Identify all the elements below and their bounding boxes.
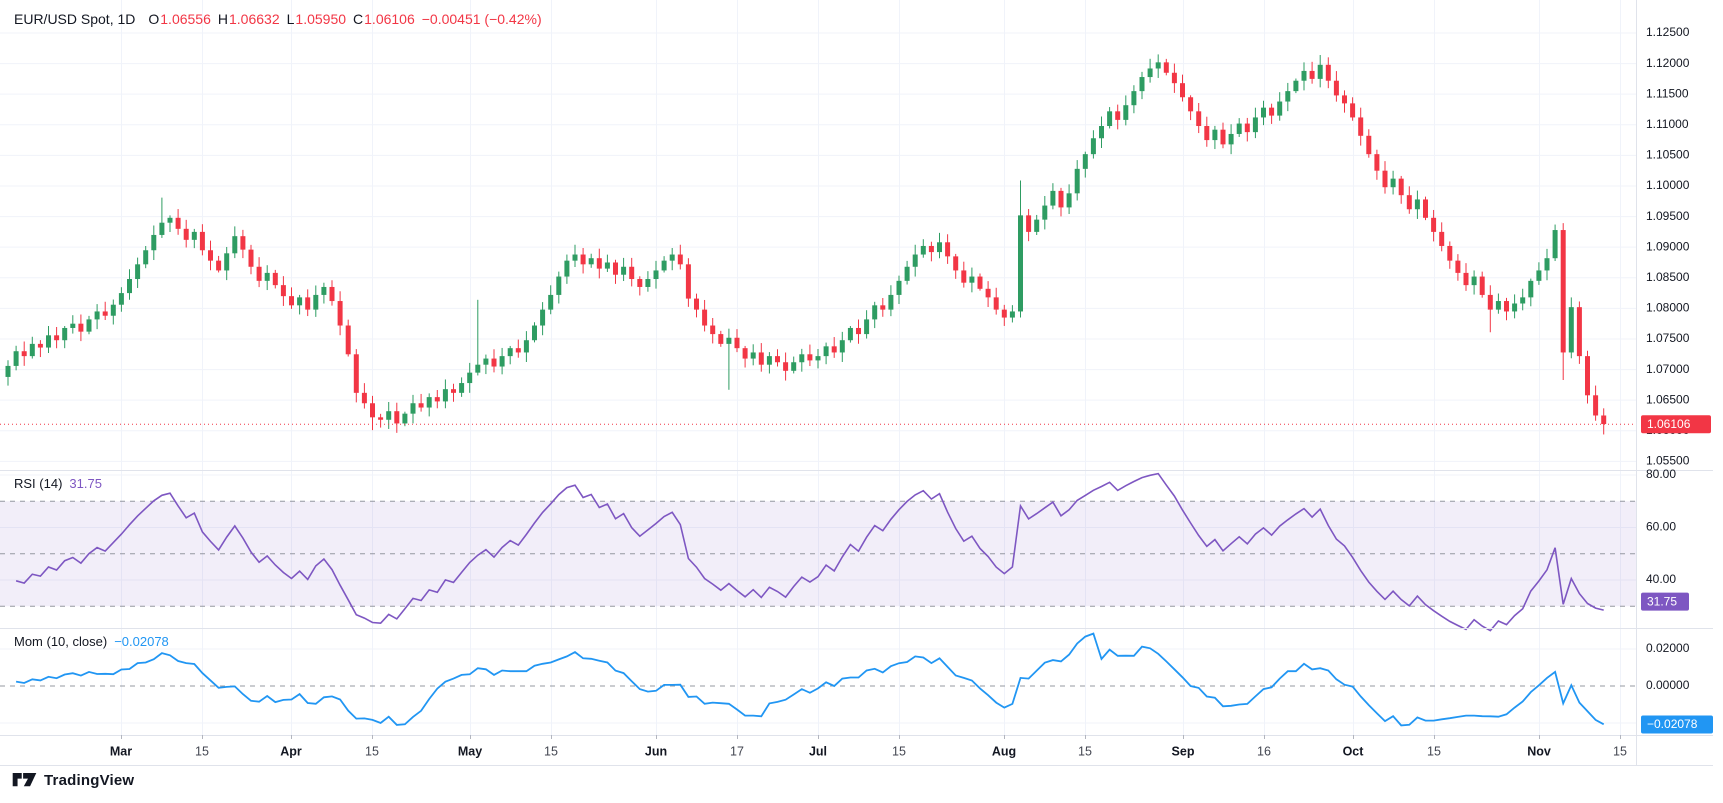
svg-text:Mar: Mar xyxy=(110,744,132,758)
tradingview-brand-text: TradingView xyxy=(44,771,135,789)
rsi-title[interactable]: RSI (14) xyxy=(14,476,63,491)
svg-text:1.11500: 1.11500 xyxy=(1646,86,1689,100)
svg-text:Jun: Jun xyxy=(645,744,667,758)
svg-text:17: 17 xyxy=(730,744,744,758)
svg-text:Oct: Oct xyxy=(1343,744,1365,758)
svg-text:15: 15 xyxy=(1613,744,1627,758)
svg-text:1.12500: 1.12500 xyxy=(1646,25,1690,39)
svg-text:15: 15 xyxy=(365,744,379,758)
rsi-band xyxy=(0,500,1636,607)
momentum-title[interactable]: Mom (10, close) xyxy=(14,634,108,649)
grid-lines xyxy=(0,0,1636,735)
tradingview-attribution[interactable]: TradingView xyxy=(12,770,134,790)
momentum-line[interactable] xyxy=(15,632,1605,727)
svg-text:15: 15 xyxy=(1427,744,1441,758)
svg-text:15: 15 xyxy=(1078,744,1092,758)
svg-text:May: May xyxy=(458,744,482,758)
price-axis-badge: 1.06106 xyxy=(1641,415,1711,434)
rsi-pane-header: RSI (14) 31.75 xyxy=(14,476,102,491)
svg-text:1.06500: 1.06500 xyxy=(1646,392,1690,406)
svg-text:15: 15 xyxy=(892,744,906,758)
rsi-line[interactable] xyxy=(15,472,1604,632)
svg-text:Nov: Nov xyxy=(1527,744,1551,758)
change-value: −0.00451 (−0.42%) xyxy=(421,11,542,27)
svg-text:1.08000: 1.08000 xyxy=(1646,301,1690,315)
svg-text:1.08500: 1.08500 xyxy=(1646,270,1690,284)
svg-text:16: 16 xyxy=(1257,744,1271,758)
ohlc-low: L 1.05950 xyxy=(286,11,347,27)
price-axis-labels[interactable]: 1.12500 1.12000 1.11500 1.11000 1.10500 1.100… xyxy=(1646,25,1690,692)
svg-text:31.75: 31.75 xyxy=(1647,594,1677,608)
momentum-pane-header: Mom (10, close) −0.02078 xyxy=(14,634,169,649)
svg-text:Apr: Apr xyxy=(280,744,302,758)
svg-text:−0.02078: −0.02078 xyxy=(1647,717,1698,731)
svg-text:1.10500: 1.10500 xyxy=(1646,148,1690,162)
chart-canvas[interactable]: 1.12500 1.12000 1.11500 1.11000 1.10500 1.100… xyxy=(0,0,1723,766)
momentum-value: −0.02078 xyxy=(114,634,169,649)
pane-separators xyxy=(0,0,1713,766)
ohlc-open: O 1.06556 xyxy=(148,11,211,27)
candlestick-series[interactable] xyxy=(5,54,1607,435)
svg-text:60.00: 60.00 xyxy=(1646,520,1676,534)
svg-text:0.02000: 0.02000 xyxy=(1646,641,1690,655)
svg-text:1.09000: 1.09000 xyxy=(1646,239,1690,253)
svg-text:15: 15 xyxy=(544,744,558,758)
ohlc-close: C 1.06106 xyxy=(353,11,415,27)
svg-text:1.07000: 1.07000 xyxy=(1646,362,1690,376)
svg-text:Jul: Jul xyxy=(809,744,827,758)
svg-text:40.00: 40.00 xyxy=(1646,572,1676,586)
svg-text:Aug: Aug xyxy=(992,744,1016,758)
svg-text:Sep: Sep xyxy=(1172,744,1195,758)
tradingview-logo-icon xyxy=(12,773,37,787)
time-axis[interactable]: Mar 15 Apr 15 May 15 Jun 17 Jul 15 Aug 15 Sep 16 Oct 15… xyxy=(110,735,1627,758)
svg-text:1.06106: 1.06106 xyxy=(1647,417,1691,431)
momentum-axis-badge: −0.02078 xyxy=(1641,715,1713,734)
rsi-value: 31.75 xyxy=(69,476,102,491)
svg-text:1.11000: 1.11000 xyxy=(1646,117,1689,131)
rsi-axis-badge: 31.75 xyxy=(1641,592,1689,611)
svg-text:1.12000: 1.12000 xyxy=(1646,56,1690,70)
ohlc-high: H 1.06632 xyxy=(217,11,280,27)
svg-text:15: 15 xyxy=(195,744,209,758)
svg-text:0.00000: 0.00000 xyxy=(1646,678,1690,692)
svg-text:1.07500: 1.07500 xyxy=(1646,331,1690,345)
svg-text:1.09500: 1.09500 xyxy=(1646,209,1690,223)
price-pane-header: EUR/USD Spot, 1D O 1.06556 H 1.06632 L 1.05… xyxy=(14,11,542,27)
svg-text:80.00: 80.00 xyxy=(1646,467,1676,481)
svg-text:1.10000: 1.10000 xyxy=(1646,178,1690,192)
symbol-title[interactable]: EUR/USD Spot, 1D xyxy=(14,11,136,27)
svg-text:1.05500: 1.05500 xyxy=(1646,454,1690,468)
